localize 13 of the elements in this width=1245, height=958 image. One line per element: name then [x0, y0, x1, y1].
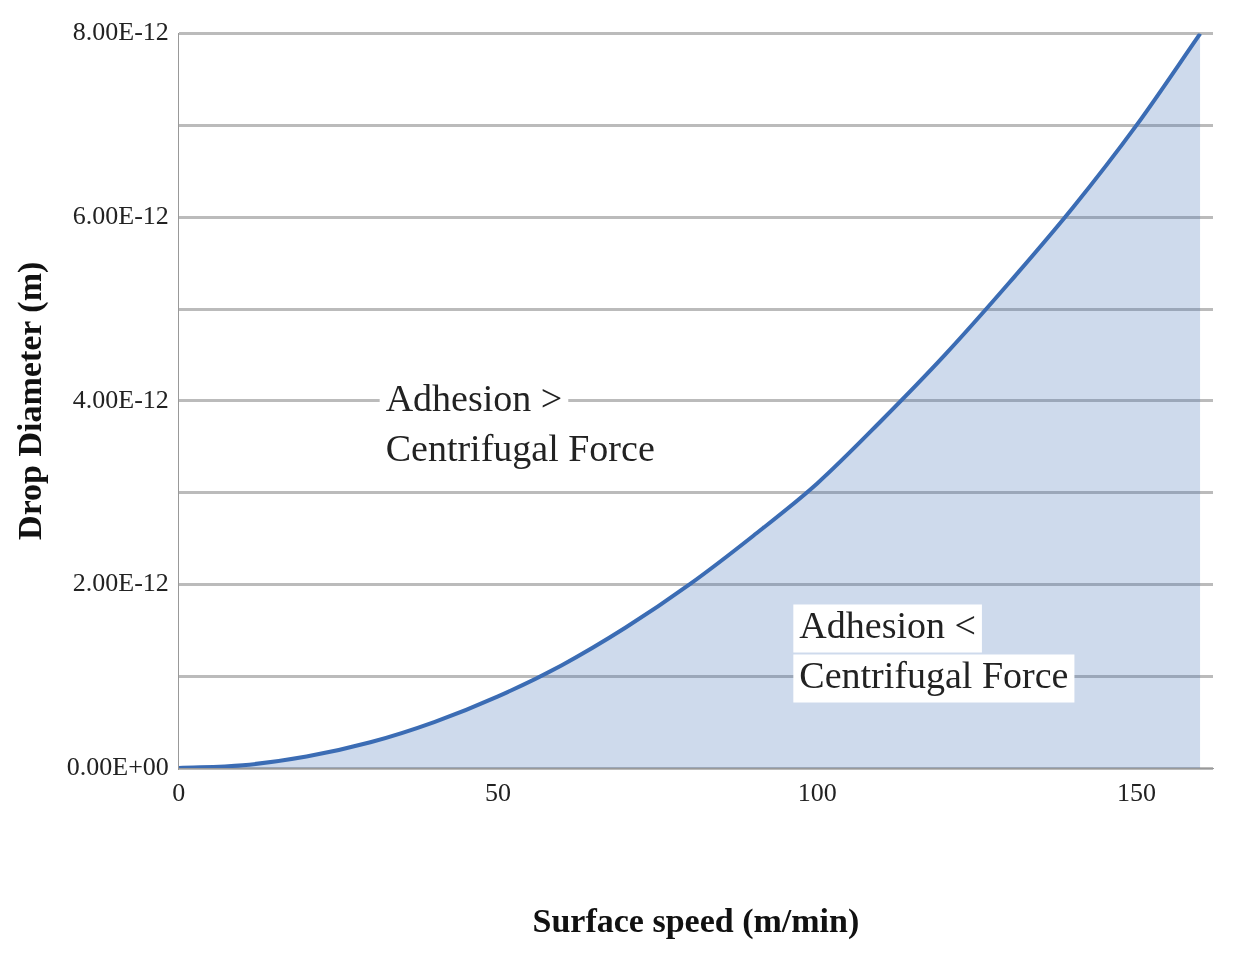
x-tick-label: 50: [485, 778, 512, 808]
y-tick-label: 4.00E-12: [72, 384, 169, 414]
y-tick-label: 6.00E-12: [72, 201, 169, 231]
x-tick-label: 0: [172, 778, 186, 808]
y-tick-label: 8.00E-12: [72, 17, 169, 47]
x-axis-title: Surface speed (m/min): [532, 902, 860, 941]
y-axis-title: Drop Diameter (m): [11, 261, 50, 540]
x-tick-label: 150: [1116, 778, 1156, 808]
x-tick-label: 100: [797, 778, 837, 808]
annotation: Adhesion > Centrifugal Force: [385, 376, 655, 469]
y-tick-label: 2.00E-12: [72, 568, 169, 598]
y-tick-label: 0.00E+00: [66, 751, 169, 781]
annotation: Adhesion < Centrifugal Force: [799, 604, 1069, 697]
